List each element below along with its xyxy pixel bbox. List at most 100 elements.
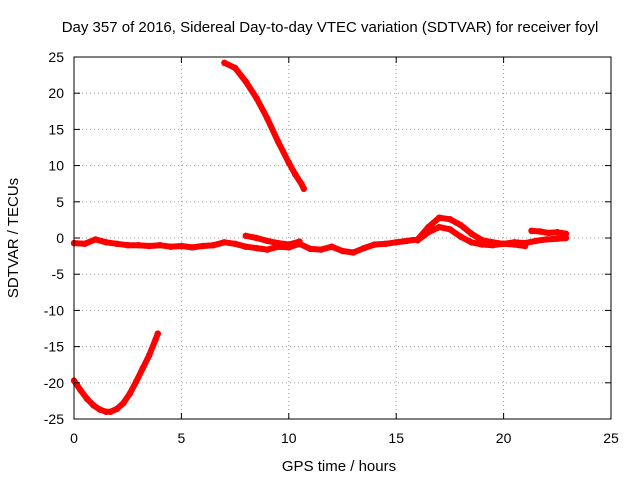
series-layer xyxy=(70,59,570,415)
x-tick-label: 25 xyxy=(603,430,619,446)
data-point xyxy=(242,232,249,239)
data-point xyxy=(393,239,400,246)
data-point xyxy=(436,214,443,221)
data-point xyxy=(468,239,475,246)
data-point xyxy=(264,115,271,122)
series-early-arc xyxy=(70,330,161,415)
x-tick-label: 5 xyxy=(178,430,186,446)
y-tick-label: -5 xyxy=(52,266,65,282)
data-point xyxy=(328,243,335,250)
data-point xyxy=(135,242,142,249)
series-second-hump xyxy=(414,223,529,250)
x-axis-label: GPS time / hours xyxy=(282,458,396,475)
data-point xyxy=(90,402,97,409)
data-point xyxy=(371,241,378,248)
data-point xyxy=(242,78,249,85)
x-tick-label: 15 xyxy=(388,430,404,446)
data-point xyxy=(264,237,271,245)
data-point xyxy=(317,246,325,253)
data-point xyxy=(221,59,228,66)
data-point xyxy=(264,246,271,253)
data-point xyxy=(242,243,249,250)
y-tick-label: 0 xyxy=(56,230,64,246)
grid xyxy=(74,57,611,419)
y-tick-label: 5 xyxy=(56,194,64,210)
data-point xyxy=(414,237,421,244)
data-point xyxy=(403,237,411,245)
data-point xyxy=(126,390,133,397)
data-point xyxy=(253,244,260,252)
chart-title: Day 357 of 2016, Sidereal Day-to-day VTE… xyxy=(62,19,599,36)
data-point xyxy=(545,229,552,237)
data-point xyxy=(307,245,314,253)
data-point xyxy=(253,95,260,102)
data-point xyxy=(274,239,282,247)
data-point xyxy=(536,228,544,235)
series-upper-band-segment xyxy=(242,232,303,248)
data-point xyxy=(103,239,110,246)
data-point xyxy=(543,236,550,243)
y-tick-label: 10 xyxy=(48,158,64,174)
data-point xyxy=(124,242,131,249)
data-point xyxy=(554,229,561,236)
data-point xyxy=(500,240,507,247)
x-tick-label: 20 xyxy=(496,430,512,446)
series-line xyxy=(221,59,307,192)
y-tick-label: -15 xyxy=(44,339,64,355)
y-tick-label: 20 xyxy=(48,85,64,101)
data-point xyxy=(81,240,88,247)
data-point xyxy=(139,365,146,372)
data-point xyxy=(231,240,239,247)
y-tick-label: -25 xyxy=(44,411,64,427)
data-point xyxy=(521,242,529,250)
data-point xyxy=(152,336,159,343)
data-point xyxy=(292,171,299,178)
data-point xyxy=(120,399,127,407)
y-tick-label: 15 xyxy=(48,121,64,137)
data-point xyxy=(296,238,303,245)
data-point xyxy=(478,241,486,248)
data-point xyxy=(285,159,292,166)
data-point xyxy=(528,227,535,234)
y-axis-label: SDTVAR / TECUs xyxy=(5,178,22,298)
data-point xyxy=(446,216,454,223)
data-point xyxy=(210,242,217,249)
data-point xyxy=(468,230,475,237)
data-point xyxy=(339,247,346,255)
data-point xyxy=(83,395,91,402)
data-point xyxy=(511,241,518,248)
data-point xyxy=(156,242,164,249)
series-descending-arc xyxy=(221,59,307,192)
data-point xyxy=(436,223,443,231)
series-late-band xyxy=(528,227,570,237)
data-point xyxy=(489,242,497,249)
data-point xyxy=(274,138,282,145)
data-point xyxy=(231,64,239,72)
y-tick-label: -10 xyxy=(44,302,64,318)
data-point xyxy=(167,243,174,250)
data-point xyxy=(96,406,104,413)
data-point xyxy=(113,240,121,247)
data-point xyxy=(253,234,260,242)
y-tick-label: -20 xyxy=(44,375,64,391)
data-point xyxy=(446,226,454,233)
data-point xyxy=(554,235,561,242)
data-point xyxy=(360,244,368,252)
data-point xyxy=(154,330,161,337)
data-point xyxy=(425,229,432,236)
x-tick-label: 0 xyxy=(70,430,78,446)
x-tick-label: 10 xyxy=(281,430,297,446)
data-point xyxy=(77,386,84,394)
data-point xyxy=(133,378,140,385)
y-tick-label: 25 xyxy=(48,49,64,65)
data-point xyxy=(178,242,185,250)
ticks: 0 5 10 15 20 25 25 20 15 10 5 0 -5 -10 -15 -20 -25 xyxy=(44,49,619,446)
data-point xyxy=(350,249,357,256)
data-point xyxy=(457,221,464,229)
data-point xyxy=(532,237,539,245)
data-point xyxy=(113,405,121,413)
data-point xyxy=(300,185,307,192)
data-point xyxy=(457,233,464,240)
data-point xyxy=(562,230,570,237)
